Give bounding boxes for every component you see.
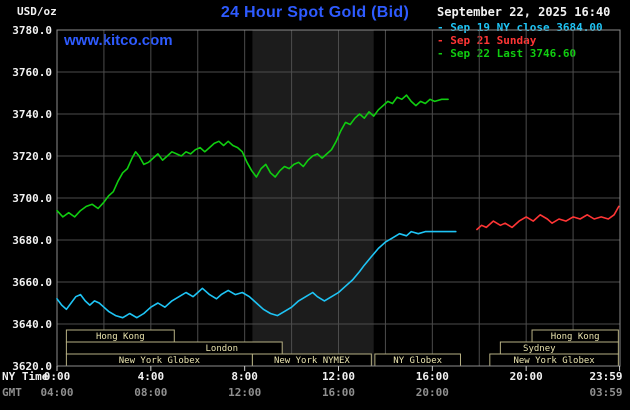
legend-item-sep19: - Sep 19 NY close 3684.00 <box>437 21 603 34</box>
session-label: Hong Kong <box>551 332 600 342</box>
session-box <box>499 341 619 355</box>
page-title: 24 Hour Spot Gold (Bid) <box>220 4 410 21</box>
session-label: New York Globex <box>513 356 595 366</box>
y-axis-label: 3780.0 <box>12 24 52 37</box>
x-axis-name-nytime: NY Time <box>2 370 49 383</box>
y-axis-label: 3640.0 <box>12 318 52 331</box>
series-line-sep21 <box>476 205 620 231</box>
session-label: Hong Kong <box>96 332 145 342</box>
session-label: NY Globex <box>393 356 442 366</box>
y-axis-label: 3660.0 <box>12 276 52 289</box>
x-axis-label-nytime: 20:00 <box>509 370 543 383</box>
datetime-legend-block: September 22, 2025 16:40 - Sep 19 NY clo… <box>437 5 610 60</box>
x-axis-label-nytime: 23:59 <box>589 370 623 383</box>
x-axis-label-nytime: 12:00 <box>321 370 356 383</box>
session-label: London <box>206 344 239 354</box>
y-axis-label: 3720.0 <box>12 150 52 163</box>
series-line-sep22 <box>56 94 449 218</box>
x-axis-label-gmt: 20:00 <box>415 386 449 399</box>
x-axis-label-gmt: 12:00 <box>228 386 262 399</box>
datetime-label: September 22, 2025 16:40 <box>437 5 611 19</box>
y-axis-label: 3760.0 <box>12 66 52 79</box>
x-axis-label-nytime: 0:00 <box>43 370 71 383</box>
x-axis-label-gmt: 16:00 <box>321 386 356 399</box>
legend-item-sep22: - Sep 22 Last 3746.60 <box>437 47 577 60</box>
x-axis-name-gmt: GMT <box>2 386 22 399</box>
x-axis-label-gmt: 08:00 <box>134 386 168 399</box>
y-axis-label: 3740.0 <box>12 108 52 121</box>
y-axis-label: 3620.0 <box>12 360 52 373</box>
y-axis-label: 3700.0 <box>12 192 52 205</box>
legend: - Sep 19 NY close 3684.00- Sep 21 Sunday… <box>437 21 610 60</box>
session-label: Sydney <box>523 344 556 354</box>
x-axis-label-gmt: 03:59 <box>589 386 623 399</box>
session-label: New York Globex <box>119 356 201 366</box>
series-line-sep19 <box>56 230 457 319</box>
x-axis-label-nytime: 16:00 <box>415 370 449 383</box>
unit-label: USD/oz <box>17 5 57 18</box>
session-label: New York NYMEX <box>274 356 350 366</box>
kitco-link[interactable]: www.kitco.com <box>64 32 173 49</box>
x-axis-label-nytime: 4:00 <box>137 370 165 383</box>
session-box <box>65 341 283 355</box>
x-axis-label-nytime: 8:00 <box>231 370 258 383</box>
x-axis-label-gmt: 04:00 <box>40 386 74 399</box>
y-axis-label: 3680.0 <box>12 234 52 247</box>
